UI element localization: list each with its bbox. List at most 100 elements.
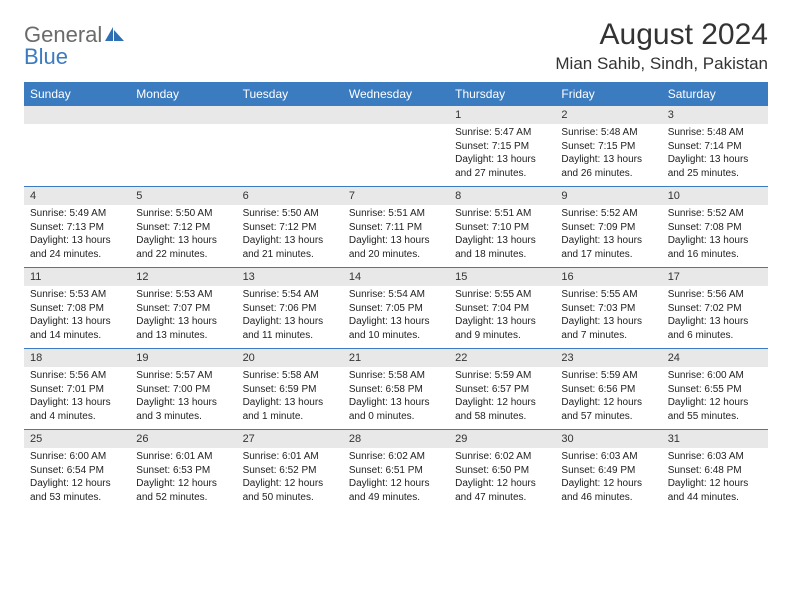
day-number: 17	[662, 268, 768, 287]
day-number: 25	[24, 430, 130, 449]
sunrise-text: Sunrise: 5:53 AM	[30, 288, 124, 302]
daynum-row: 45678910	[24, 187, 768, 206]
day-cell: Sunrise: 5:50 AMSunset: 7:12 PMDaylight:…	[130, 205, 236, 268]
sunrise-text: Sunrise: 5:48 AM	[561, 126, 655, 140]
sunset-text: Sunset: 6:49 PM	[561, 464, 655, 478]
day-number: 21	[343, 349, 449, 368]
day-number: 27	[237, 430, 343, 449]
day-cell: Sunrise: 5:52 AMSunset: 7:09 PMDaylight:…	[555, 205, 661, 268]
sunrise-text: Sunrise: 5:55 AM	[455, 288, 549, 302]
day-cell: Sunrise: 5:47 AMSunset: 7:15 PMDaylight:…	[449, 124, 555, 187]
day-number: 22	[449, 349, 555, 368]
day-number: 31	[662, 430, 768, 449]
daylight-text: Daylight: 13 hours and 20 minutes.	[349, 234, 443, 261]
day-cell: Sunrise: 6:03 AMSunset: 6:49 PMDaylight:…	[555, 448, 661, 510]
sunrise-text: Sunrise: 5:54 AM	[349, 288, 443, 302]
sunrise-text: Sunrise: 5:53 AM	[136, 288, 230, 302]
day-cell: Sunrise: 5:55 AMSunset: 7:04 PMDaylight:…	[449, 286, 555, 349]
content-row: Sunrise: 5:49 AMSunset: 7:13 PMDaylight:…	[24, 205, 768, 268]
daylight-text: Daylight: 13 hours and 13 minutes.	[136, 315, 230, 342]
sunset-text: Sunset: 6:59 PM	[243, 383, 337, 397]
day-number: 10	[662, 187, 768, 206]
day-number: 18	[24, 349, 130, 368]
day-number	[237, 106, 343, 125]
daylight-text: Daylight: 13 hours and 21 minutes.	[243, 234, 337, 261]
daylight-text: Daylight: 13 hours and 14 minutes.	[30, 315, 124, 342]
sunrise-text: Sunrise: 5:50 AM	[136, 207, 230, 221]
sunrise-text: Sunrise: 5:56 AM	[668, 288, 762, 302]
day-number: 7	[343, 187, 449, 206]
daylight-text: Daylight: 13 hours and 0 minutes.	[349, 396, 443, 423]
daynum-row: 25262728293031	[24, 430, 768, 449]
day-number: 29	[449, 430, 555, 449]
day-header: Tuesday	[237, 83, 343, 106]
title-block: August 2024 Mian Sahib, Sindh, Pakistan	[555, 18, 768, 74]
sunset-text: Sunset: 7:04 PM	[455, 302, 549, 316]
sunrise-text: Sunrise: 5:59 AM	[455, 369, 549, 383]
content-row: Sunrise: 5:53 AMSunset: 7:08 PMDaylight:…	[24, 286, 768, 349]
calendar-table: Sunday Monday Tuesday Wednesday Thursday…	[24, 82, 768, 510]
sunrise-text: Sunrise: 6:02 AM	[349, 450, 443, 464]
sunrise-text: Sunrise: 5:58 AM	[349, 369, 443, 383]
day-cell: Sunrise: 5:52 AMSunset: 7:08 PMDaylight:…	[662, 205, 768, 268]
sunset-text: Sunset: 7:12 PM	[243, 221, 337, 235]
sunset-text: Sunset: 7:06 PM	[243, 302, 337, 316]
day-number: 2	[555, 106, 661, 125]
daylight-text: Daylight: 13 hours and 17 minutes.	[561, 234, 655, 261]
sunset-text: Sunset: 7:14 PM	[668, 140, 762, 154]
day-number: 9	[555, 187, 661, 206]
daylight-text: Daylight: 12 hours and 58 minutes.	[455, 396, 549, 423]
sunrise-text: Sunrise: 5:55 AM	[561, 288, 655, 302]
day-cell	[130, 124, 236, 187]
logo: GeneralBlue	[24, 24, 126, 68]
day-number: 13	[237, 268, 343, 287]
sunrise-text: Sunrise: 5:47 AM	[455, 126, 549, 140]
sunset-text: Sunset: 7:09 PM	[561, 221, 655, 235]
day-cell: Sunrise: 5:58 AMSunset: 6:59 PMDaylight:…	[237, 367, 343, 430]
day-cell: Sunrise: 6:00 AMSunset: 6:54 PMDaylight:…	[24, 448, 130, 510]
day-cell: Sunrise: 6:01 AMSunset: 6:53 PMDaylight:…	[130, 448, 236, 510]
day-header-row: Sunday Monday Tuesday Wednesday Thursday…	[24, 83, 768, 106]
daylight-text: Daylight: 12 hours and 49 minutes.	[349, 477, 443, 504]
day-number	[24, 106, 130, 125]
daylight-text: Daylight: 12 hours and 47 minutes.	[455, 477, 549, 504]
sunset-text: Sunset: 6:58 PM	[349, 383, 443, 397]
day-cell: Sunrise: 5:56 AMSunset: 7:01 PMDaylight:…	[24, 367, 130, 430]
daylight-text: Daylight: 13 hours and 1 minute.	[243, 396, 337, 423]
content-row: Sunrise: 5:56 AMSunset: 7:01 PMDaylight:…	[24, 367, 768, 430]
sunset-text: Sunset: 7:15 PM	[455, 140, 549, 154]
page-header: GeneralBlue August 2024 Mian Sahib, Sind…	[24, 18, 768, 74]
sunrise-text: Sunrise: 5:58 AM	[243, 369, 337, 383]
content-row: Sunrise: 6:00 AMSunset: 6:54 PMDaylight:…	[24, 448, 768, 510]
sunset-text: Sunset: 7:10 PM	[455, 221, 549, 235]
daylight-text: Daylight: 13 hours and 6 minutes.	[668, 315, 762, 342]
day-number: 1	[449, 106, 555, 125]
sunrise-text: Sunrise: 5:52 AM	[561, 207, 655, 221]
daynum-row: 11121314151617	[24, 268, 768, 287]
sunset-text: Sunset: 7:08 PM	[668, 221, 762, 235]
sunrise-text: Sunrise: 6:01 AM	[243, 450, 337, 464]
day-cell: Sunrise: 5:54 AMSunset: 7:05 PMDaylight:…	[343, 286, 449, 349]
daylight-text: Daylight: 12 hours and 52 minutes.	[136, 477, 230, 504]
sunset-text: Sunset: 6:52 PM	[243, 464, 337, 478]
sunset-text: Sunset: 7:03 PM	[561, 302, 655, 316]
sunset-text: Sunset: 7:00 PM	[136, 383, 230, 397]
sunset-text: Sunset: 7:02 PM	[668, 302, 762, 316]
daylight-text: Daylight: 12 hours and 44 minutes.	[668, 477, 762, 504]
sunset-text: Sunset: 7:11 PM	[349, 221, 443, 235]
sunset-text: Sunset: 6:57 PM	[455, 383, 549, 397]
day-cell: Sunrise: 6:00 AMSunset: 6:55 PMDaylight:…	[662, 367, 768, 430]
day-number: 11	[24, 268, 130, 287]
day-number: 3	[662, 106, 768, 125]
sunrise-text: Sunrise: 6:03 AM	[668, 450, 762, 464]
day-header: Friday	[555, 83, 661, 106]
day-cell: Sunrise: 5:51 AMSunset: 7:11 PMDaylight:…	[343, 205, 449, 268]
daylight-text: Daylight: 12 hours and 55 minutes.	[668, 396, 762, 423]
sunset-text: Sunset: 6:53 PM	[136, 464, 230, 478]
daylight-text: Daylight: 12 hours and 57 minutes.	[561, 396, 655, 423]
sunrise-text: Sunrise: 5:57 AM	[136, 369, 230, 383]
sunset-text: Sunset: 6:55 PM	[668, 383, 762, 397]
sail-icon	[104, 26, 126, 46]
day-number: 12	[130, 268, 236, 287]
day-cell: Sunrise: 5:48 AMSunset: 7:14 PMDaylight:…	[662, 124, 768, 187]
